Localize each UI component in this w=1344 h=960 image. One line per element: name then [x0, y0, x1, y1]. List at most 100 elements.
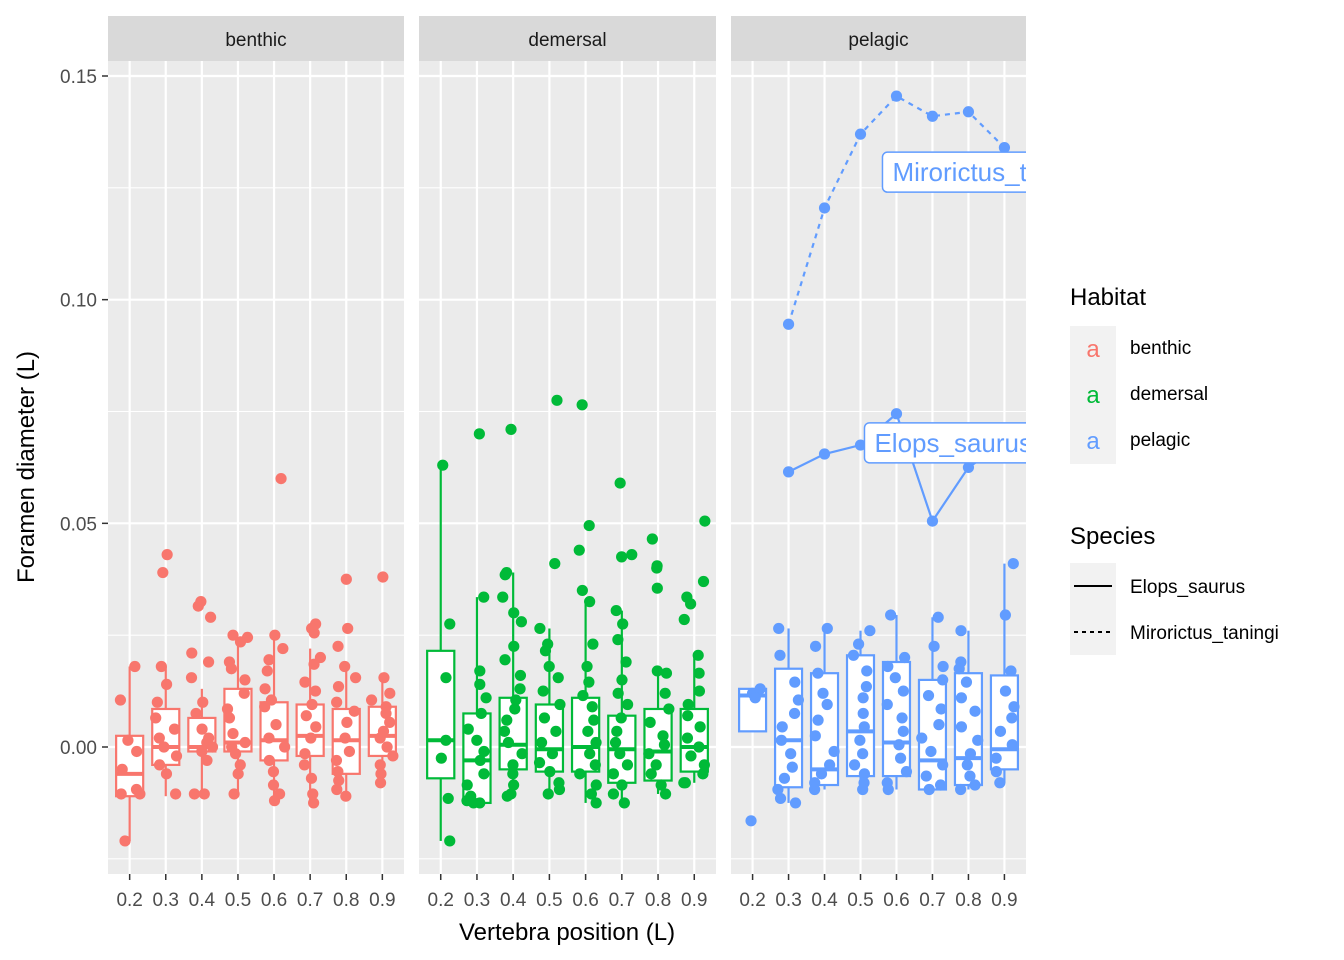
data-point — [279, 741, 291, 753]
data-point — [509, 703, 521, 715]
data-point — [461, 779, 473, 791]
data-point — [348, 705, 360, 717]
data-point — [340, 790, 352, 802]
panel-marks: Mirorictus_taningi Elops_saurus — [737, 90, 1096, 827]
data-point — [275, 473, 287, 485]
data-point — [894, 752, 907, 764]
data-point — [160, 768, 173, 780]
data-point — [305, 732, 317, 744]
data-point — [643, 748, 655, 760]
data-point — [785, 748, 797, 760]
data-point — [937, 674, 949, 686]
data-point — [900, 766, 913, 778]
x-tick-label: 0.4 — [811, 890, 838, 911]
data-point — [809, 730, 821, 742]
species-point — [890, 90, 903, 102]
data-point — [576, 399, 588, 411]
species-point — [926, 515, 939, 527]
data-point — [607, 788, 620, 800]
data-point — [882, 660, 894, 673]
data-point — [339, 732, 351, 744]
data-point — [514, 669, 527, 682]
data-point — [365, 694, 378, 706]
legend-habitat-key: a — [1086, 336, 1100, 363]
data-point — [821, 698, 833, 711]
data-point — [544, 766, 556, 778]
data-point — [583, 519, 595, 532]
data-point — [341, 716, 353, 728]
legend-habitat-items: a benthic a demersal a pelagic — [1070, 326, 1208, 464]
data-point — [239, 736, 251, 749]
data-point — [864, 625, 876, 637]
x-tick-label: 0.5 — [225, 890, 251, 911]
data-point — [300, 710, 312, 722]
panel-pelagic: pelagic Mirorictus_taningi Elops_saurus 0.2… — [731, 16, 1096, 911]
data-point — [621, 698, 634, 711]
legend-habitat-label: pelagic — [1130, 430, 1190, 451]
data-point — [378, 672, 390, 684]
data-point — [897, 685, 909, 697]
data-point — [773, 622, 785, 635]
data-point — [692, 649, 704, 661]
data-point — [225, 663, 238, 675]
data-point — [498, 725, 511, 737]
y-axis-label: Foramen diameter (L) — [13, 351, 40, 583]
data-point — [990, 752, 1002, 764]
data-point — [228, 788, 240, 800]
data-point — [857, 707, 869, 720]
data-point — [267, 766, 280, 778]
data-point — [197, 696, 209, 708]
data-point — [655, 779, 667, 791]
data-point — [937, 759, 949, 771]
data-point — [590, 736, 602, 749]
legend-species-items: Elops_saurus Mirorictus_taningi — [1070, 563, 1279, 655]
data-point — [198, 788, 210, 800]
x-axis-label: Vertebra position (L) — [459, 919, 675, 946]
data-point — [543, 660, 555, 673]
data-point — [332, 766, 344, 778]
data-point — [809, 783, 821, 796]
data-point — [508, 640, 520, 652]
data-point — [343, 745, 356, 758]
data-point — [516, 748, 528, 760]
data-point — [618, 797, 630, 809]
data-point — [812, 667, 824, 679]
data-point — [969, 779, 981, 791]
species-label: Mirorictus_taningi — [892, 157, 1096, 187]
x-tick-label: 0.9 — [681, 890, 707, 911]
data-point — [234, 759, 246, 771]
data-point — [583, 676, 595, 688]
data-point — [269, 629, 281, 641]
data-point — [858, 721, 870, 733]
data-point — [549, 557, 561, 570]
data-point — [474, 754, 486, 767]
data-point — [499, 569, 511, 581]
data-point — [699, 515, 711, 527]
data-point — [552, 672, 564, 684]
data-point — [955, 783, 967, 796]
data-point — [621, 759, 634, 771]
data-point — [270, 719, 282, 731]
facet-panels: benthic 0.2 0.3 0.4 0.5 0.6 0.7 0.8 0.9 demersal 0… — [108, 16, 1096, 911]
data-point — [937, 660, 949, 673]
legend-key-bg — [1070, 372, 1116, 418]
data-point — [955, 721, 968, 733]
data-point — [462, 723, 474, 735]
data-point — [815, 768, 828, 780]
data-point — [847, 649, 860, 661]
data-point — [206, 741, 219, 753]
data-point — [339, 660, 351, 673]
data-point — [221, 703, 234, 715]
data-point — [774, 792, 787, 805]
data-point — [1007, 557, 1019, 570]
data-point — [227, 727, 239, 740]
species-line-Mirorictus_taningi: Mirorictus_taningi — [782, 90, 1096, 330]
species-point — [890, 408, 903, 420]
data-point — [586, 701, 598, 713]
data-point — [657, 730, 669, 742]
data-point — [663, 703, 675, 715]
data-point — [581, 660, 593, 673]
data-point — [239, 674, 251, 686]
legend-species-label: Mirorictus_taningi — [1130, 623, 1279, 644]
facet-strip-label: demersal — [528, 30, 606, 51]
